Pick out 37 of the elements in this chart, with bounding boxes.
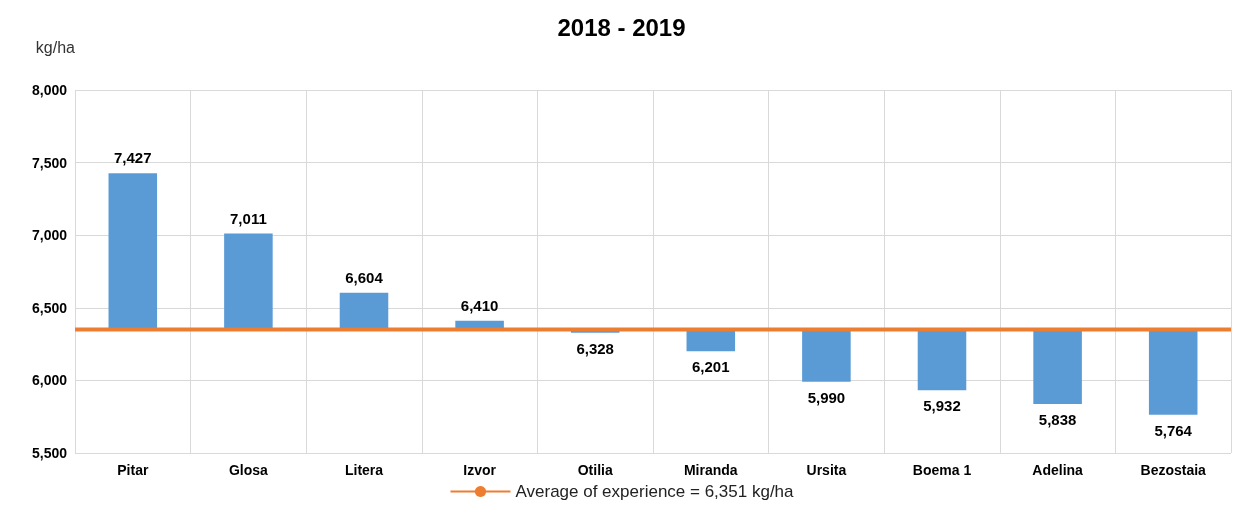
x-tick-label: Ursita bbox=[806, 462, 847, 478]
legend-label: Average of experience = 6,351 kg/ha bbox=[515, 482, 795, 501]
x-tick-label: Pitar bbox=[117, 462, 149, 478]
y-tick-label: 8,000 bbox=[31, 82, 68, 98]
bar bbox=[1148, 329, 1198, 415]
x-tick-label: Boema 1 bbox=[912, 462, 972, 478]
x-tick-label: Bezostaia bbox=[1140, 462, 1207, 478]
data-label: 6,328 bbox=[576, 339, 614, 357]
data-label: 5,838 bbox=[1038, 410, 1077, 428]
bar bbox=[917, 329, 967, 391]
bar bbox=[802, 329, 851, 382]
data-label: 7,427 bbox=[114, 149, 152, 167]
bar bbox=[686, 329, 736, 352]
y-tick-label: 7,500 bbox=[31, 154, 68, 171]
y-tick-label: 5,500 bbox=[31, 445, 68, 461]
data-label: 7,011 bbox=[230, 209, 267, 227]
bar bbox=[108, 173, 158, 330]
data-label: 6,410 bbox=[460, 296, 499, 314]
y-tick-label: 7,000 bbox=[31, 227, 68, 244]
bar bbox=[224, 233, 273, 330]
data-label: 6,604 bbox=[345, 268, 384, 286]
data-label: 5,932 bbox=[923, 397, 961, 415]
data-label: 6,201 bbox=[692, 358, 730, 376]
x-tick-label: Litera bbox=[344, 462, 384, 478]
y-tick-label: 6,000 bbox=[31, 372, 68, 389]
x-tick-label: Adelina bbox=[1032, 462, 1084, 478]
bar bbox=[339, 292, 389, 330]
x-tick-label: Otilia bbox=[577, 462, 613, 478]
x-tick-label: Glosa bbox=[228, 462, 269, 478]
data-label: 5,764 bbox=[1154, 421, 1193, 439]
y-tick-label: 6,500 bbox=[31, 299, 68, 316]
data-label: 5,990 bbox=[807, 388, 846, 406]
y-axis-title: kg/ha bbox=[35, 38, 76, 56]
x-tick-label: Miranda bbox=[683, 462, 738, 478]
chart-title: 2018 - 2019 bbox=[557, 13, 686, 41]
x-tick-label: Izvor bbox=[463, 462, 497, 478]
bar bbox=[1033, 329, 1082, 404]
